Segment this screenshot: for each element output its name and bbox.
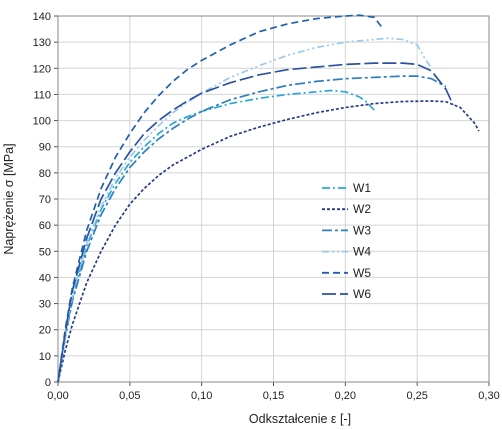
y-tick-label: 110: [33, 89, 51, 101]
x-tick-label: 0,00: [47, 390, 68, 402]
series-line-w5: [57, 14, 382, 383]
x-tick-label: 0,20: [335, 390, 356, 402]
y-tick-label: 50: [39, 246, 51, 258]
y-tick-label: 130: [33, 37, 51, 49]
plot-frame: [57, 15, 490, 383]
series-group: [57, 14, 480, 383]
x-tick-label: 0,10: [191, 390, 212, 402]
legend-label-w3: W3: [353, 223, 371, 237]
y-tick-label: 140: [33, 11, 51, 23]
y-tick-labels: 0 10 20 30 40 50 60 70 80 90 100 110 120 130 140: [33, 11, 51, 389]
y-tick-label: 10: [39, 351, 51, 363]
x-tick-label: 0,30: [478, 390, 499, 402]
y-tick-label: 70: [39, 194, 51, 206]
y-tick-label: 80: [39, 168, 51, 180]
y-tick-label: 20: [39, 325, 51, 337]
legend-label-w1: W1: [353, 181, 371, 195]
y-tick-label: 60: [39, 220, 51, 232]
x-tick-label: 0,25: [406, 390, 427, 402]
series-line-w2: [57, 100, 480, 383]
x-tick-labels: 0,00 0,05 0,10 0,15 0,20 0,25 0,30: [47, 390, 499, 402]
legend-label-w6: W6: [353, 287, 371, 301]
y-tick-label: 100: [33, 116, 51, 128]
x-tick-label: 0,05: [119, 390, 140, 402]
y-axis-label: Naprężenie σ [MPa]: [2, 143, 16, 254]
y-tick-label: 40: [39, 272, 51, 284]
x-axis-label: Odkształcenie ε [-]: [249, 412, 351, 426]
y-tick-label: 90: [39, 142, 51, 154]
y-tick-label: 0: [45, 377, 51, 389]
x-tick-label: 0,15: [263, 390, 284, 402]
legend-label-w4: W4: [353, 245, 371, 259]
legend-label-w5: W5: [353, 266, 371, 280]
y-tick-label: 120: [33, 63, 51, 75]
series-line-w6: [57, 62, 454, 383]
series-line-w3: [57, 75, 447, 383]
series-line-w1: [57, 89, 375, 383]
axes: [54, 15, 490, 386]
legend: W1 W2 W3 W4 W5 W6: [322, 181, 371, 301]
legend-label-w2: W2: [353, 202, 371, 216]
y-tick-label: 30: [39, 299, 51, 311]
